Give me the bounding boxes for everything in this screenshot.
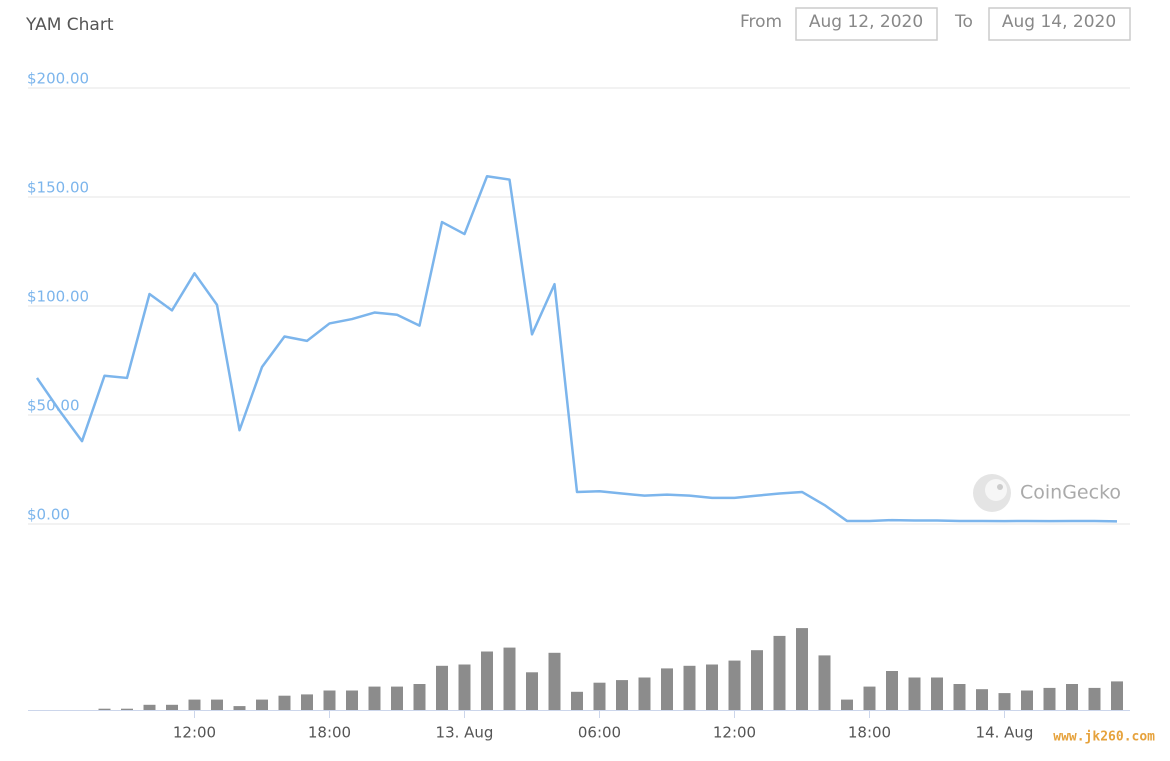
volume-bar bbox=[233, 706, 246, 710]
volume-bar bbox=[301, 694, 313, 710]
x-tick-label: 06:00 bbox=[578, 724, 621, 742]
volume-bar bbox=[346, 690, 358, 710]
volume-bar bbox=[751, 650, 763, 710]
volume-bar bbox=[391, 686, 403, 710]
from-label: From bbox=[740, 12, 782, 32]
volume-bar bbox=[706, 664, 718, 710]
volume-bar bbox=[143, 704, 156, 710]
y-tick-label: $150.00 bbox=[27, 179, 89, 197]
to-date[interactable]: Aug 14, 2020 bbox=[1002, 12, 1116, 32]
volume-bar bbox=[1021, 690, 1033, 710]
y-tick-label: $0.00 bbox=[27, 506, 70, 524]
volume-bar bbox=[526, 672, 538, 710]
volume-bar bbox=[256, 699, 268, 710]
watermark-logo bbox=[973, 474, 1011, 512]
watermark: CoinGecko bbox=[1020, 482, 1121, 504]
volume-bar bbox=[593, 682, 606, 710]
volume-bar bbox=[98, 708, 111, 710]
y-tick-label: $50.00 bbox=[27, 397, 80, 415]
volume-bar bbox=[211, 699, 223, 710]
volume-bar bbox=[323, 690, 336, 710]
volume-bar bbox=[773, 635, 786, 710]
volume-bar bbox=[571, 691, 583, 710]
volume-bar bbox=[166, 704, 178, 710]
y-tick-label: $200.00 bbox=[27, 70, 89, 88]
volume-bar bbox=[976, 689, 988, 710]
volume-bar bbox=[1066, 684, 1078, 710]
volume-bar bbox=[481, 651, 493, 710]
volume-bar bbox=[931, 677, 943, 710]
x-tick-label: 12:00 bbox=[173, 724, 216, 742]
volume-bar bbox=[188, 699, 201, 710]
volume-bar bbox=[121, 708, 133, 710]
volume-bar bbox=[638, 677, 651, 710]
volume-bar bbox=[953, 684, 966, 710]
volume-bar bbox=[413, 684, 426, 710]
volume-bar bbox=[616, 680, 628, 710]
to-box[interactable] bbox=[988, 7, 1131, 41]
volume-bar bbox=[908, 677, 921, 710]
price-line bbox=[35, 175, 1118, 523]
volume-bar bbox=[683, 665, 696, 710]
volume-bar bbox=[841, 699, 853, 710]
volume-bar bbox=[661, 668, 673, 710]
volume-bar bbox=[368, 686, 381, 710]
volume-bar bbox=[863, 686, 876, 710]
x-tick-label: 18:00 bbox=[848, 724, 891, 742]
volume-bar bbox=[278, 695, 291, 710]
volume-bar bbox=[436, 665, 448, 710]
volume-bar bbox=[818, 655, 831, 710]
volume-bar bbox=[1111, 681, 1123, 710]
volume-bar bbox=[548, 652, 561, 710]
volume-bar bbox=[998, 693, 1011, 710]
y-tick-label: $100.00 bbox=[27, 288, 89, 306]
x-tick-label: 13. Aug bbox=[436, 724, 494, 742]
volume-bar bbox=[503, 647, 516, 710]
x-tick-label: 18:00 bbox=[308, 724, 351, 742]
from-box[interactable] bbox=[795, 7, 938, 41]
volume-bar bbox=[728, 660, 741, 710]
volume-bar bbox=[1043, 687, 1056, 710]
x-tick-label: 14. Aug bbox=[976, 724, 1034, 742]
volume-bar bbox=[796, 628, 808, 710]
x-tick-label: 12:00 bbox=[713, 724, 756, 742]
volume-bar bbox=[1088, 687, 1101, 710]
volume-bar bbox=[886, 671, 898, 710]
site-mark: www.jk260.com bbox=[1053, 730, 1155, 745]
volume-bar bbox=[458, 664, 471, 710]
from-date[interactable]: Aug 12, 2020 bbox=[809, 12, 923, 32]
to-label: To bbox=[954, 12, 973, 32]
chart-title: YAM Chart bbox=[25, 15, 114, 35]
